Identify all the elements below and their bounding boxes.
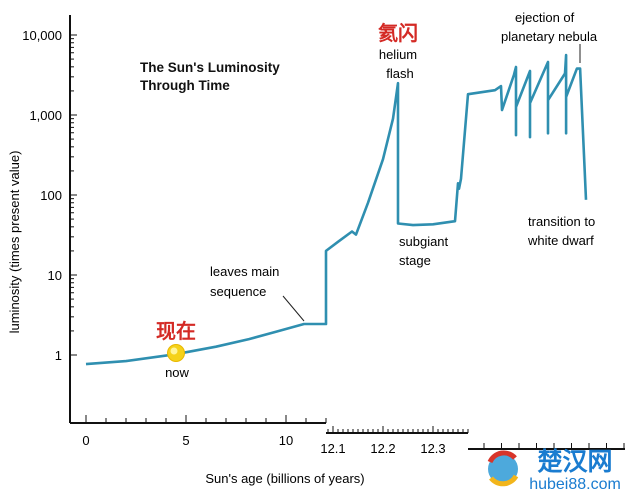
watermark-logo-icon [488, 454, 518, 484]
annotation-helium-2: flash [386, 66, 413, 81]
x-axis-label: Sun's age (billions of years) [205, 471, 364, 486]
annotation-white-dwarf-2: white dwarf [527, 233, 594, 248]
y-tick-label: 10,000 [22, 28, 62, 43]
y-tick-label: 1 [55, 348, 62, 363]
annotation-ejection-1: ejection of [515, 10, 575, 25]
annotation-helium-1: helium [379, 47, 417, 62]
y-tick-label: 1,000 [29, 108, 62, 123]
helium-flash-chinese: 氦闪 [378, 21, 418, 45]
annotation-now: now [165, 365, 189, 380]
watermark: 楚汉网 hubei88.com [487, 448, 621, 492]
annotation-subgiant-1: subgiant [399, 234, 449, 249]
watermark-url: hubei88.com [529, 476, 621, 492]
x-tick-label: 10 [279, 433, 293, 448]
chart-title: The Sun's Luminosity Through Time [140, 60, 280, 93]
x-tick-label: 5 [182, 433, 189, 448]
luminosity-curve [85, 53, 588, 366]
annotation-pointer [282, 295, 305, 322]
y-axis: 1 10 100 1,000 10,000 [22, 15, 77, 423]
annotation-leaves-main-sequence-2: sequence [210, 284, 266, 299]
y-axis-label: luminosity (times present value) [7, 151, 22, 334]
annotation-subgiant-2: stage [399, 253, 431, 268]
x-tick-label: 12.3 [420, 441, 445, 456]
x-tick-label: 12.2 [370, 441, 395, 456]
annotation-ejection-2: planetary nebula [501, 29, 598, 44]
luminosity-line [85, 53, 588, 366]
y-tick-label: 10 [48, 268, 62, 283]
x-axes: 0 5 10 12.1 12.2 12.3 [70, 415, 625, 456]
now-chinese: 现在 [156, 319, 196, 343]
y-tick-label: 100 [40, 188, 62, 203]
x-tick-label: 12.1 [320, 441, 345, 456]
annotation-leaves-main-sequence-1: leaves main [210, 264, 279, 279]
x-tick-label: 0 [82, 433, 89, 448]
now-marker-highlight [170, 347, 178, 355]
watermark-cn: 楚汉网 [537, 448, 612, 476]
annotation-white-dwarf-1: transition to [528, 214, 595, 229]
